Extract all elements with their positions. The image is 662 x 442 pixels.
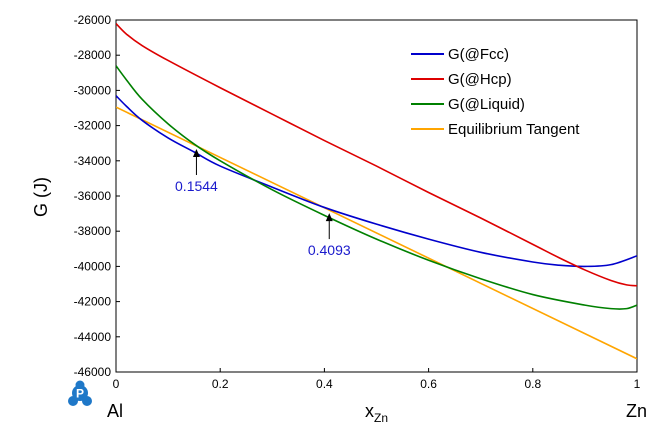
x-axis: 0 0.2 0.4 0.6 0.8 1 [113, 368, 641, 391]
legend-label: G(@Hcp) [448, 71, 512, 88]
x-tick-label: 0.4 [316, 377, 333, 391]
legend-label: G(@Fcc) [448, 46, 509, 63]
series-line-g-liquid [116, 65, 637, 310]
y-tick-label: -46000 [74, 365, 112, 379]
x-axis-title-main: x [365, 401, 374, 421]
annotation-label: 0.4093 [308, 242, 351, 258]
x-end-label-left: Al [107, 401, 123, 421]
x-axis-title: xZn [365, 401, 388, 425]
y-tick-label: -38000 [74, 224, 112, 238]
series-line-g-hcp [116, 22, 637, 287]
plot-area-frame [115, 19, 638, 373]
x-tick-label: 0.2 [212, 377, 229, 391]
annotation-arrow-head [192, 149, 200, 158]
y-tick-label: -28000 [74, 48, 112, 62]
x-tick-label: 0 [113, 377, 120, 391]
series-line-g-fcc [116, 95, 637, 268]
x-tick-label: 0.6 [420, 377, 437, 391]
x-end-label-right: Zn [626, 401, 647, 421]
x-tick-label: 0.8 [524, 377, 541, 391]
x-tick-label: 1 [634, 377, 641, 391]
pandat-logo-icon: P [68, 380, 92, 406]
y-tick-label: -26000 [74, 13, 112, 27]
series-layer [116, 22, 637, 360]
annotation-arrow-head [325, 213, 333, 222]
y-axis-title: G (J) [31, 177, 51, 217]
x-axis-title-subscript: Zn [374, 411, 388, 425]
legend: G(@Fcc) G(@Hcp) G(@Liquid) Equilibrium Tang… [411, 46, 580, 138]
legend-label: G(@Liquid) [448, 96, 525, 113]
annotations: 0.1544 0.4093 [175, 149, 351, 258]
y-tick-label: -40000 [74, 259, 112, 273]
y-tick-label: -42000 [74, 295, 112, 309]
y-tick-label: -34000 [74, 154, 112, 168]
y-tick-label: -36000 [74, 189, 112, 203]
y-tick-label: -32000 [74, 119, 112, 133]
y-axis: -26000 -28000 -30000 -32000 -34000 -36000 -380… [74, 13, 120, 379]
svg-text:P: P [76, 387, 84, 401]
annotation-label: 0.1544 [175, 178, 218, 194]
legend-label: Equilibrium Tangent [448, 121, 580, 138]
y-tick-label: -30000 [74, 83, 112, 97]
y-tick-label: -44000 [74, 330, 112, 344]
